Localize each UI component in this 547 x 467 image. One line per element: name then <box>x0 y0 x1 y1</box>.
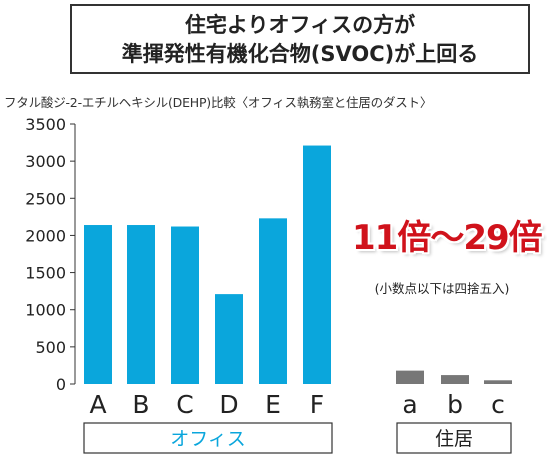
bar-D <box>215 294 243 384</box>
y-tick-label: 2000 <box>25 226 66 245</box>
category-label-c: c <box>491 390 505 419</box>
bar-A <box>84 225 112 384</box>
y-tick-label: 1500 <box>25 264 66 283</box>
office-group-label: オフィス <box>170 428 246 450</box>
chart-subtitle: フタル酸ジ-2-エチルヘキシル(DEHP)比較〈オフィス執務室と住居のダスト〉 <box>4 95 433 110</box>
bar-F <box>303 145 331 384</box>
bar-C <box>171 226 199 384</box>
title-box: 住宅よりオフィスの方が 準揮発性有機化合物(SVOC)が上回る <box>70 4 530 74</box>
ratio-callout: 11倍〜29倍 <box>352 218 543 258</box>
title-line-2: 準揮発性有機化合物(SVOC)が上回る <box>121 42 479 66</box>
bar-E <box>259 218 287 384</box>
home-group-box <box>396 422 512 454</box>
bar-a <box>396 370 424 384</box>
category-label-b: b <box>447 390 463 419</box>
y-tick-label: 3000 <box>25 152 66 171</box>
rounding-note: (小数点以下は四捨五入) <box>374 281 510 296</box>
category-label-A: A <box>89 390 106 419</box>
y-tick-label: 3500 <box>25 115 66 134</box>
category-label-D: D <box>219 390 238 419</box>
y-tick-label: 2500 <box>25 189 66 208</box>
y-tick-label: 0 <box>56 375 66 394</box>
home-group-label: 住居 <box>435 428 473 450</box>
office-group-box <box>83 422 333 454</box>
y-tick-label: 1000 <box>25 301 66 320</box>
bar-c <box>484 380 512 384</box>
category-label-a: a <box>402 390 417 419</box>
category-label-E: E <box>265 390 281 419</box>
title-line-1: 住宅よりオフィスの方が <box>184 13 416 37</box>
category-label-B: B <box>132 390 149 419</box>
category-label-F: F <box>310 390 324 419</box>
y-tick-label: 500 <box>35 338 66 357</box>
bar-B <box>127 225 155 384</box>
category-label-C: C <box>176 390 193 419</box>
bar-b <box>441 375 469 384</box>
